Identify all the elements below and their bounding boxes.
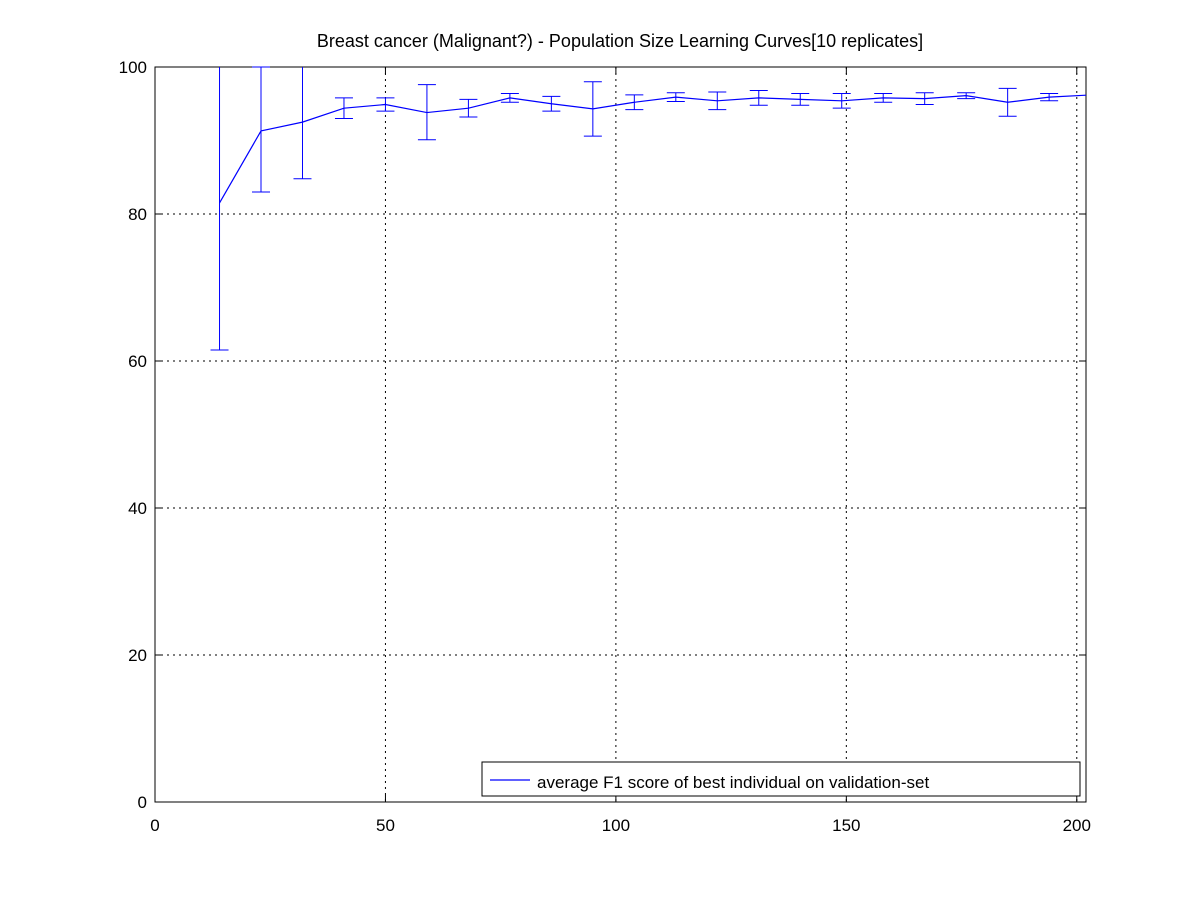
series-layer	[210, 66, 1087, 351]
y-tick-label: 60	[128, 352, 147, 371]
x-tick-label: 0	[150, 816, 159, 835]
y-tick-label: 0	[138, 793, 147, 812]
y-tick-label: 80	[128, 205, 147, 224]
plot-frame	[154, 66, 1087, 803]
series-line	[219, 94, 1087, 204]
chart-title: Breast cancer (Malignant?) - Population …	[317, 31, 923, 51]
series-group	[210, 66, 1087, 351]
legend-box	[481, 761, 1081, 797]
y-tick-label: 20	[128, 646, 147, 665]
legend-label: average F1 score of best individual on v…	[537, 773, 929, 792]
x-tick-label: 200	[1063, 816, 1091, 835]
legend: average F1 score of best individual on v…	[481, 761, 1081, 797]
tick-layer: 0 50 100 150 200 0 20 40 60 80 100	[119, 58, 1091, 835]
x-tick-label: 100	[602, 816, 630, 835]
y-tick-label: 40	[128, 499, 147, 518]
x-tick-label: 150	[832, 816, 860, 835]
x-tick-label: 50	[376, 816, 395, 835]
y-tick-label: 100	[119, 58, 147, 77]
grid-layer	[155, 67, 1086, 802]
